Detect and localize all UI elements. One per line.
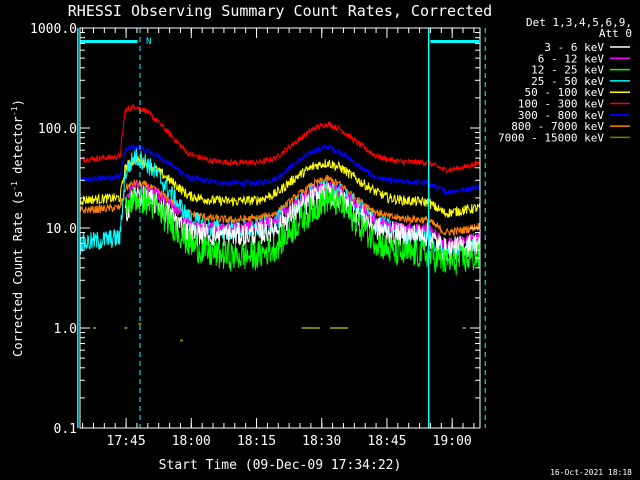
series-7000-15000-kev	[93, 322, 466, 342]
y-axis-label: Corrected Count Rate (s-1 detector-1)	[10, 99, 25, 357]
series-line-100-300kev	[79, 102, 480, 174]
legend-header-line: Att 0	[599, 27, 632, 40]
x-tick-label: 18:00	[172, 434, 211, 449]
x-tick-label: 18:45	[367, 434, 406, 449]
x-tick-label: 17:45	[107, 434, 146, 449]
series-100-300kev	[79, 102, 480, 174]
data-point-7000-15000-kev	[330, 327, 348, 329]
flag-bar	[80, 40, 138, 43]
y-tick-label: 1000.0	[30, 22, 77, 37]
legend-entry-label: 300 - 800 keV	[518, 109, 604, 122]
series-line-12-25kev	[124, 184, 481, 276]
x-tick-label: 18:15	[237, 434, 276, 449]
chart-title: RHESSI Observing Summary Count Rates, Co…	[68, 2, 492, 20]
legend-entry-label: 7000 - 15000 keV	[498, 131, 604, 144]
data-point-7000-15000-kev	[180, 339, 183, 342]
night-marker-label: N	[146, 37, 151, 47]
legend-entry-label: 12 - 25 keV	[531, 64, 604, 77]
axis-layer: 0.1 1.0 10.0 100.0 1000.0 17:45 18:00 18:15 18:3…	[30, 22, 481, 449]
x-tick-label: 19:00	[433, 434, 472, 449]
y-tick-label: 10.0	[46, 222, 77, 237]
y-tick-label: 100.0	[38, 122, 77, 137]
x-tick-label: 18:30	[302, 434, 341, 449]
y-tick-label: 1.0	[54, 322, 77, 337]
y-tick-label: 0.1	[54, 422, 77, 437]
series-layer	[79, 102, 481, 342]
data-point-7000-15000-kev	[301, 327, 320, 329]
series-line-300-800kev	[79, 143, 481, 196]
x-axis-label: Start Time (09-Dec-09 17:34:22)	[159, 458, 402, 473]
legend-entry-label: 6 - 12 keV	[538, 52, 605, 65]
legend-header-line: Det 1,3,4,5,6,9,	[526, 16, 632, 29]
marker-layer: N	[77, 28, 486, 428]
legend-entry-label: 100 - 300 keV	[518, 98, 604, 111]
legend-entry-label: 25 - 50 keV	[531, 75, 604, 88]
data-point-7000-15000-kev	[462, 327, 466, 329]
legend-entry-label: 50 - 100 keV	[525, 86, 605, 99]
series-300-800kev	[79, 143, 481, 196]
flag-bar	[430, 40, 480, 43]
legend-entry-label: 3 - 6 keV	[544, 41, 604, 54]
footer-timestamp: 16-Oct-2021 18:18	[550, 468, 632, 477]
series-12-25kev	[124, 184, 481, 276]
data-point-7000-15000-kev	[124, 327, 128, 329]
data-point-7000-15000-kev	[93, 327, 97, 329]
legend-entry-label: 800 - 7000 keV	[511, 120, 604, 133]
data-point-7000-15000-kev	[138, 322, 142, 325]
